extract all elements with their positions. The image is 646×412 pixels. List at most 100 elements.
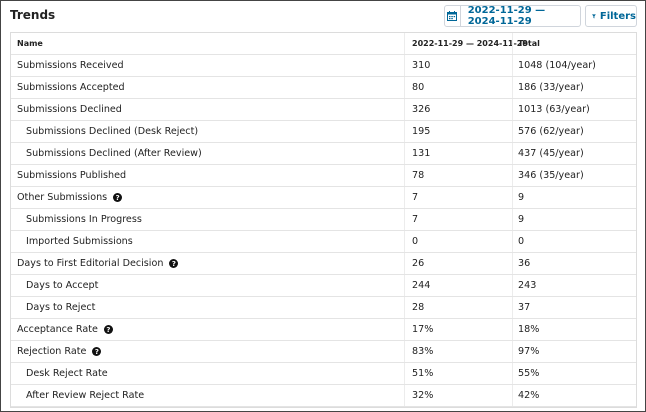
row-name-cell: After Review Reject Rate — [26, 385, 144, 406]
table-row: Submissions Published 78 346 (35/year) — [11, 165, 636, 187]
date-range-label: 2022-11-29 — 2024-11-29 — [467, 5, 546, 27]
row-name-cell: Submissions Published — [17, 165, 126, 186]
row-date-range-value: 51% — [412, 368, 434, 379]
column-divider — [512, 209, 513, 230]
row-date-range-value: 195 — [412, 126, 431, 137]
row-name: Submissions Declined — [17, 104, 122, 115]
row-date-range-value: 32% — [412, 390, 434, 401]
table-row: Days to Reject 28 37 — [11, 297, 636, 319]
column-divider — [512, 99, 513, 120]
table-row: Acceptance Rate? 17% 18% — [11, 319, 636, 341]
column-divider — [512, 77, 513, 98]
filters-label: Filters — [599, 10, 636, 22]
row-date-range-value: 7 — [412, 192, 419, 203]
column-header-name: Name — [17, 39, 43, 48]
column-divider — [512, 121, 513, 142]
trends-table: Name 2022-11-29 — 2024-11-29 Total Submi… — [10, 32, 637, 408]
row-name-cell: Acceptance Rate? — [17, 319, 113, 340]
column-divider — [404, 99, 405, 120]
column-divider — [404, 231, 405, 252]
row-name-cell: Days to First Editorial Decision? — [17, 253, 179, 274]
date-range-button[interactable]: 2022-11-29 — 2024-11-29 — [444, 5, 581, 27]
column-divider — [512, 363, 513, 384]
help-icon[interactable]: ? — [103, 325, 113, 334]
table-row: Submissions Received 310 1048 (104/year) — [11, 55, 636, 77]
row-date-range-value: 7 — [412, 214, 419, 225]
row-total-value: 576 (62/year) — [518, 126, 584, 137]
page-title: Trends — [10, 8, 56, 22]
help-icon[interactable]: ? — [92, 347, 102, 356]
table-row: Submissions Declined (After Review) 131 43… — [11, 143, 636, 165]
row-total-value: 55% — [518, 368, 540, 379]
column-divider — [512, 55, 513, 76]
table-row: Submissions Accepted 80 186 (33/year) — [11, 77, 636, 99]
row-total-value: 37 — [518, 302, 531, 313]
column-divider — [512, 165, 513, 186]
column-divider — [404, 77, 405, 98]
row-date-range-value: 26 — [412, 258, 425, 269]
column-divider — [404, 385, 405, 406]
row-total-value: 346 (35/year) — [518, 170, 584, 181]
row-name-cell: Days to Reject — [26, 297, 95, 318]
column-header-date-range: 2022-11-29 — 2024-11-29 — [412, 39, 528, 48]
help-icon[interactable]: ? — [169, 259, 179, 268]
row-name: Rejection Rate — [17, 346, 87, 357]
table-row: After Review Reject Rate 32% 42% — [11, 385, 636, 407]
calendar-icon — [445, 6, 461, 26]
row-name: After Review Reject Rate — [26, 390, 145, 401]
row-total-value: 0 — [518, 236, 525, 247]
row-name-cell: Submissions Declined (Desk Reject) — [26, 121, 198, 142]
column-header-total: Total — [518, 39, 540, 48]
row-date-range-value: 310 — [412, 60, 431, 71]
row-total-value: 42% — [518, 390, 540, 401]
row-name: Days to First Editorial Decision — [17, 258, 164, 269]
row-name-cell: Submissions Received — [17, 55, 124, 76]
row-total-value: 9 — [518, 192, 525, 203]
row-name: Other Submissions — [17, 192, 108, 203]
row-total-value: 186 (33/year) — [518, 82, 584, 93]
column-divider — [404, 209, 405, 230]
row-name-cell: Submissions Declined — [17, 99, 122, 120]
column-divider — [404, 341, 405, 362]
table-row: Days to First Editorial Decision? 26 36 — [11, 253, 636, 275]
row-total-value: 243 — [518, 280, 537, 291]
row-total-value: 1048 (104/year) — [518, 60, 596, 71]
row-name-cell: Desk Reject Rate — [26, 363, 108, 384]
row-name-cell: Submissions Declined (After Review) — [26, 143, 202, 164]
column-divider — [404, 33, 405, 54]
row-total-value: 97% — [518, 346, 540, 357]
row-date-range-value: 326 — [412, 104, 431, 115]
row-date-range-value: 0 — [412, 236, 419, 247]
column-divider — [404, 121, 405, 142]
column-divider — [512, 187, 513, 208]
row-name: Submissions Declined (After Review) — [26, 148, 202, 159]
column-divider — [404, 165, 405, 186]
table-row: Days to Accept 244 243 — [11, 275, 636, 297]
filter-icon — [592, 13, 596, 18]
row-name: Imported Submissions — [26, 236, 133, 247]
column-divider — [512, 33, 513, 54]
row-name-cell: Submissions In Progress — [26, 209, 142, 230]
row-name: Days to Reject — [26, 302, 96, 313]
table-row: Rejection Rate? 83% 97% — [11, 341, 636, 363]
column-divider — [512, 253, 513, 274]
row-date-range-value: 80 — [412, 82, 425, 93]
filters-button[interactable]: Filters — [585, 5, 637, 27]
row-date-range-value: 244 — [412, 280, 431, 291]
column-divider — [404, 275, 405, 296]
row-date-range-value: 131 — [412, 148, 431, 159]
row-name: Submissions Published — [17, 170, 127, 181]
column-divider — [404, 187, 405, 208]
column-divider — [404, 297, 405, 318]
row-date-range-value: 78 — [412, 170, 425, 181]
help-icon[interactable]: ? — [113, 193, 123, 202]
row-date-range-value: 17% — [412, 324, 434, 335]
column-divider — [512, 297, 513, 318]
column-divider — [404, 143, 405, 164]
column-divider — [404, 363, 405, 384]
column-divider — [512, 143, 513, 164]
table-row: Imported Submissions 0 0 — [11, 231, 636, 253]
row-name: Desk Reject Rate — [26, 368, 108, 379]
row-name: Acceptance Rate — [17, 324, 98, 335]
